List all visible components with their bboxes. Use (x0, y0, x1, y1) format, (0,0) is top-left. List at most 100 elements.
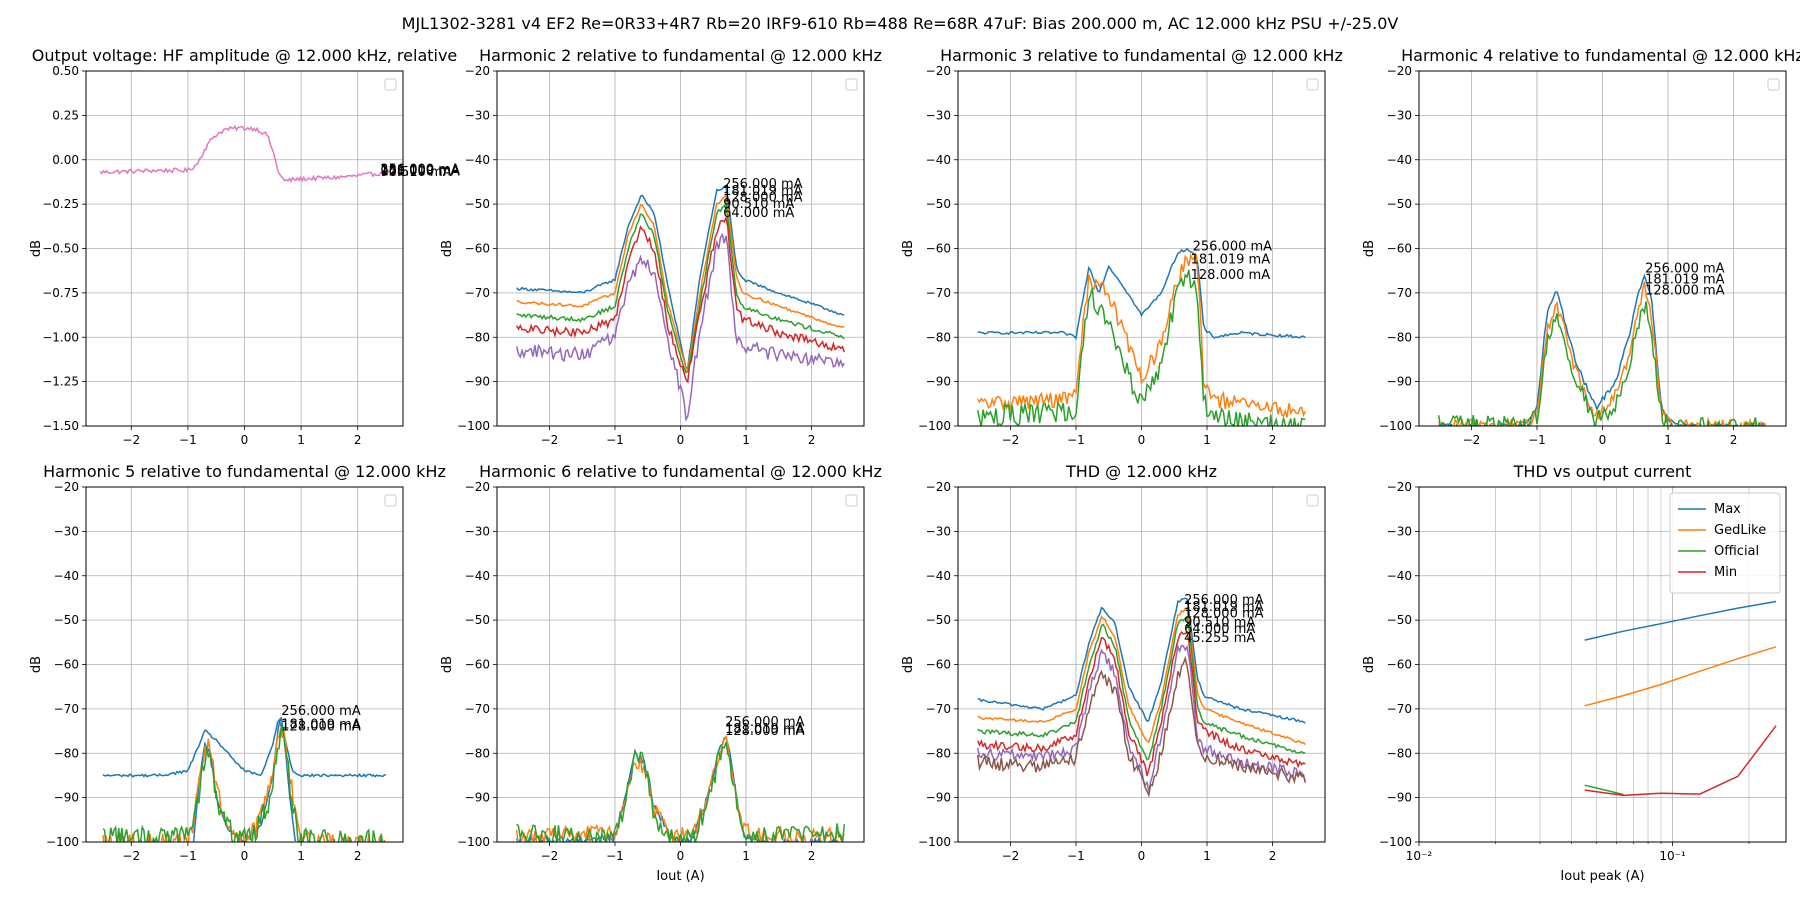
series-line-1 (1584, 600, 1777, 641)
figure-suptitle: MJL1302-3281 v4 EF2 Re=0R33+4R7 Rb=20 IR… (401, 14, 1399, 33)
series-line-1 (102, 717, 387, 778)
y-tick-label: −100 (46, 835, 79, 849)
annotation-label: 181.019 mA (1184, 600, 1264, 615)
chart-panel-6: −2 −1 0 1 2 −20 −30 −40 −50 −60 −70 −80 −90 −100 256.0… (440, 462, 882, 884)
y-tick-label: −90 (465, 375, 490, 389)
x-tick-label: −1 (1067, 849, 1085, 863)
y-tick-label: −1.25 (42, 375, 79, 389)
x-tick-label: 10⁻² (1406, 849, 1433, 863)
y-tick-label: −100 (918, 419, 951, 433)
annotation-label: 256.000 mA (281, 704, 361, 719)
y-tick-label: −60 (465, 242, 490, 256)
chart-panel-4: −2 −1 0 1 2 −20 −30 −40 −50 −60 −70 −80 −90 −100 256.0… (1362, 46, 1800, 447)
annotation-label: 90.510 mA (380, 165, 451, 180)
y-tick-label: −80 (54, 746, 79, 760)
y-tick-label: −50 (926, 197, 951, 211)
axes-frame (1418, 486, 1787, 843)
annotation-label: 181.019 mA (725, 722, 805, 737)
y-tick-label: −70 (926, 286, 951, 300)
chart-title: Harmonic 3 relative to fundamental @ 12.… (940, 46, 1343, 65)
y-tick-label: −60 (1387, 242, 1412, 256)
x-tick-label: 0 (1138, 849, 1146, 863)
annotation-label: 90.510 mA (723, 197, 794, 212)
y-tick-label: −30 (465, 524, 490, 538)
series-line-5 (515, 233, 845, 422)
series-line-1 (99, 124, 390, 183)
annotation-label: 128.000 mA (380, 164, 460, 179)
chart-title: THD @ 12.000 kHz (1065, 462, 1217, 481)
x-axis-label: Iout peak (A) (1560, 869, 1644, 884)
chart-title: Harmonic 2 relative to fundamental @ 12.… (479, 46, 882, 65)
annotation-label: 181.019 mA (1645, 273, 1725, 288)
x-tick-label: −1 (606, 433, 624, 447)
y-tick-label: −60 (926, 242, 951, 256)
annotation-label: 128.000 mA (1191, 268, 1271, 283)
y-tick-label: 0.50 (52, 64, 79, 78)
axes-frame (957, 486, 1326, 843)
y-tick-label: −30 (465, 108, 490, 122)
x-tick-label: 0 (241, 849, 249, 863)
y-tick-label: −70 (1387, 286, 1412, 300)
x-tick-label: −2 (122, 849, 140, 863)
y-axis-label: dB (29, 656, 44, 673)
y-tick-label: −1.00 (42, 330, 79, 344)
x-tick-label: 2 (808, 849, 816, 863)
y-tick-label: −20 (465, 64, 490, 78)
y-tick-label: −70 (465, 286, 490, 300)
y-tick-label: −90 (926, 375, 951, 389)
axes-frame (957, 70, 1326, 427)
y-tick-label: −90 (1387, 375, 1412, 389)
series-line-2 (1584, 646, 1777, 707)
x-tick-label: −1 (1067, 433, 1085, 447)
x-tick-label: 2 (354, 849, 362, 863)
annotation-label: 256.000 mA (1184, 593, 1264, 608)
annotation-label: 256.000 mA (725, 715, 805, 730)
annotation-label: 181.019 mA (1191, 253, 1271, 268)
y-tick-label: −30 (1387, 524, 1412, 538)
legend-label: GedLike (1714, 523, 1766, 538)
chart-panel-1: −2 −1 0 1 2 0.50 0.25 0.00 −0.25 −0.50 −0.75 −1.00 −… (29, 46, 460, 447)
y-axis-label: dB (440, 656, 455, 673)
y-tick-label: −40 (465, 569, 490, 583)
chart-panel-7: −2 −1 0 1 2 −20 −30 −40 −50 −60 −70 −80 −90 −100 256.0… (901, 462, 1326, 863)
y-tick-label: −100 (1379, 835, 1412, 849)
legend-label: Min (1714, 565, 1737, 580)
empty-legend-box (845, 494, 858, 507)
legend-label: Official (1714, 544, 1759, 559)
x-tick-label: −1 (179, 433, 197, 447)
series-line-4 (977, 630, 1306, 776)
y-tick-label: −30 (926, 524, 951, 538)
y-axis-label: dB (440, 240, 455, 257)
axes-frame (496, 486, 865, 843)
y-tick-label: −50 (1387, 197, 1412, 211)
chart-title: Harmonic 4 relative to fundamental @ 12.… (1401, 46, 1800, 65)
y-tick-label: −60 (465, 658, 490, 672)
series-line-3 (102, 727, 386, 842)
annotation-label: 128.000 mA (725, 724, 805, 739)
empty-legend-box (1306, 78, 1319, 91)
x-tick-label: −2 (122, 433, 140, 447)
y-tick-label: −40 (926, 569, 951, 583)
series-line-2 (977, 252, 1306, 418)
y-tick-label: −80 (465, 330, 490, 344)
axes-frame (85, 70, 404, 427)
y-tick-label: −0.50 (42, 242, 79, 256)
y-tick-label: −100 (457, 419, 490, 433)
y-tick-label: −90 (465, 791, 490, 805)
y-tick-label: −30 (1387, 108, 1412, 122)
y-tick-label: −50 (465, 197, 490, 211)
axes-frame (496, 70, 865, 427)
y-tick-label: −70 (1387, 702, 1412, 716)
annotation-label: 128.000 mA (281, 720, 361, 735)
chart-panel-3: −2 −1 0 1 2 −20 −30 −40 −50 −60 −70 −80 −90 −100 256.0… (901, 46, 1343, 447)
x-tick-label: −2 (1463, 433, 1481, 447)
y-tick-label: −90 (926, 791, 951, 805)
y-tick-label: −70 (54, 702, 79, 716)
series-line-3 (977, 616, 1306, 761)
y-tick-label: 0.00 (52, 153, 79, 167)
legend: Max GedLike Official Min (1669, 492, 1781, 594)
y-tick-label: −80 (465, 746, 490, 760)
annotation-label: 128.000 mA (1645, 284, 1725, 299)
x-tick-label: −2 (1002, 849, 1020, 863)
x-tick-label: 2 (354, 433, 362, 447)
